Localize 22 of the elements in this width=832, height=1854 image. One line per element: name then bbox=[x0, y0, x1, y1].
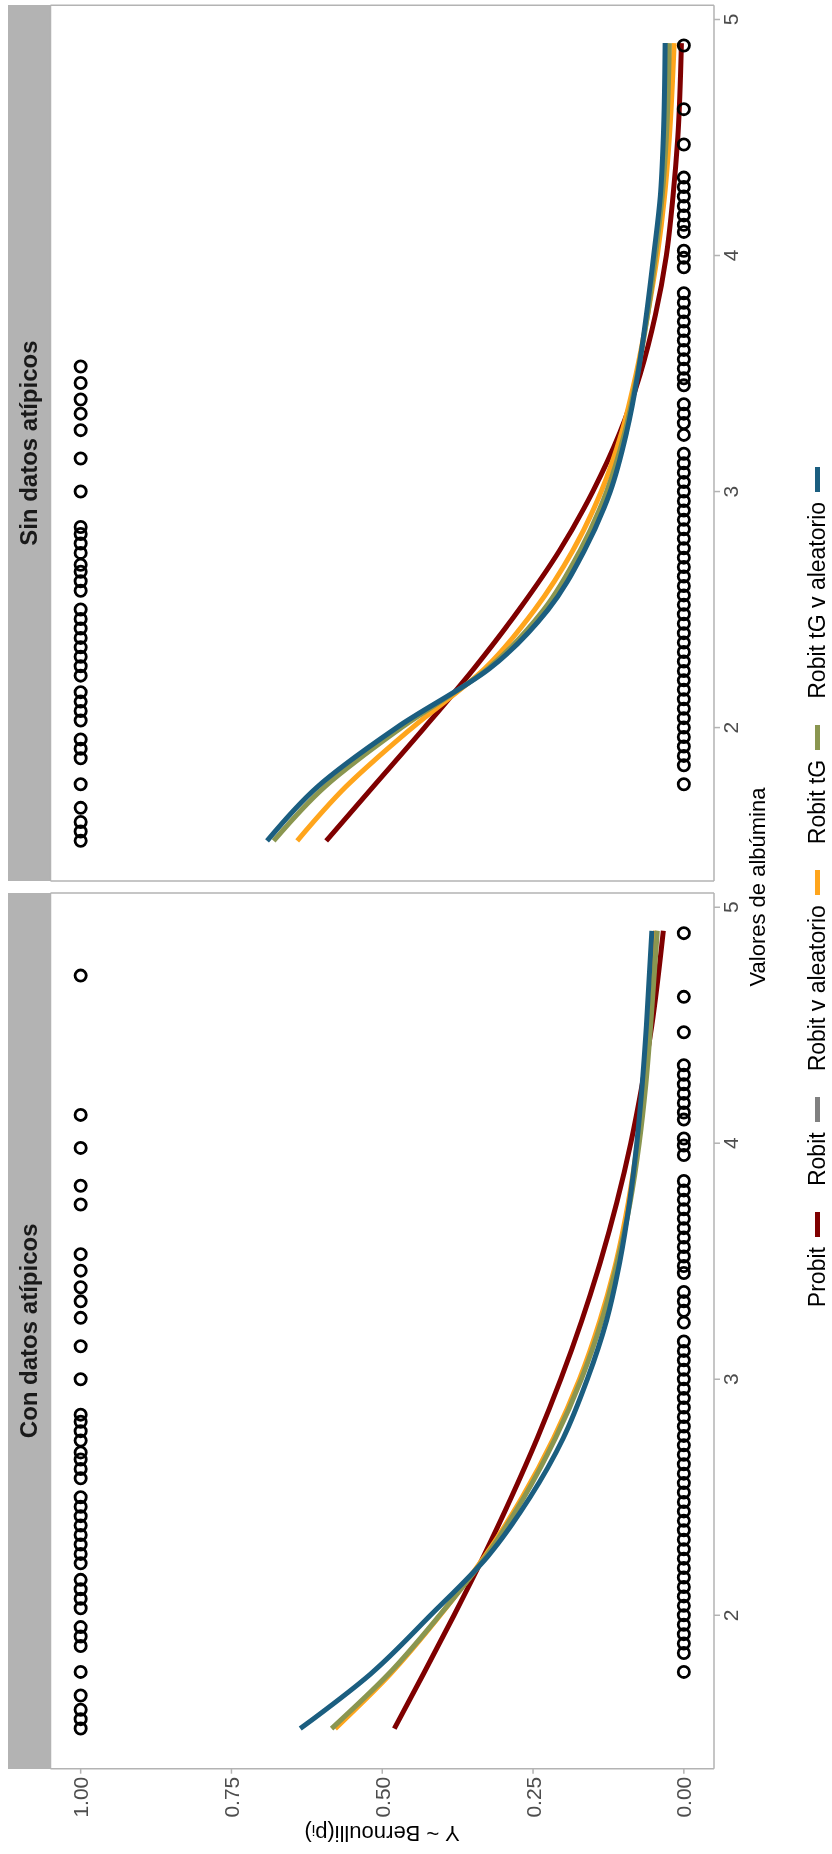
legend-label: Robit bbox=[803, 1132, 831, 1187]
x-tick-label: 0.75 bbox=[219, 1776, 243, 1818]
legend-label: Probit bbox=[803, 1247, 831, 1308]
y-tick-label: 4 bbox=[718, 1137, 742, 1150]
legend-label: Robit tG bbox=[803, 759, 831, 845]
y-tick-label: 2 bbox=[718, 1609, 742, 1622]
x-tick-label: 0.00 bbox=[672, 1776, 696, 1818]
x-tick-label: 0.50 bbox=[370, 1776, 394, 1818]
x-axis-title: Y ~ Bernoulli(pᵢ) bbox=[304, 1821, 460, 1846]
y-tick-label: 5 bbox=[718, 901, 742, 914]
legend-label: Robit v aleatorio bbox=[803, 905, 831, 1072]
y-tick-label: 4 bbox=[718, 249, 742, 262]
y-tick-label: 3 bbox=[718, 1373, 742, 1386]
text: Con datos atípicos bbox=[15, 1223, 44, 1439]
y-tick-label: 3 bbox=[718, 485, 742, 498]
legend-label: Robit tG v aleatorio bbox=[803, 501, 831, 699]
x-tick-label: 0.25 bbox=[521, 1776, 545, 1818]
y-axis-title: Valores de albúmina bbox=[745, 787, 770, 987]
y-tick-label: 5 bbox=[718, 13, 742, 26]
x-tick-label: 1.00 bbox=[69, 1776, 93, 1818]
text: Sin datos atípicos bbox=[15, 340, 44, 546]
y-tick-label: 2 bbox=[718, 721, 742, 734]
